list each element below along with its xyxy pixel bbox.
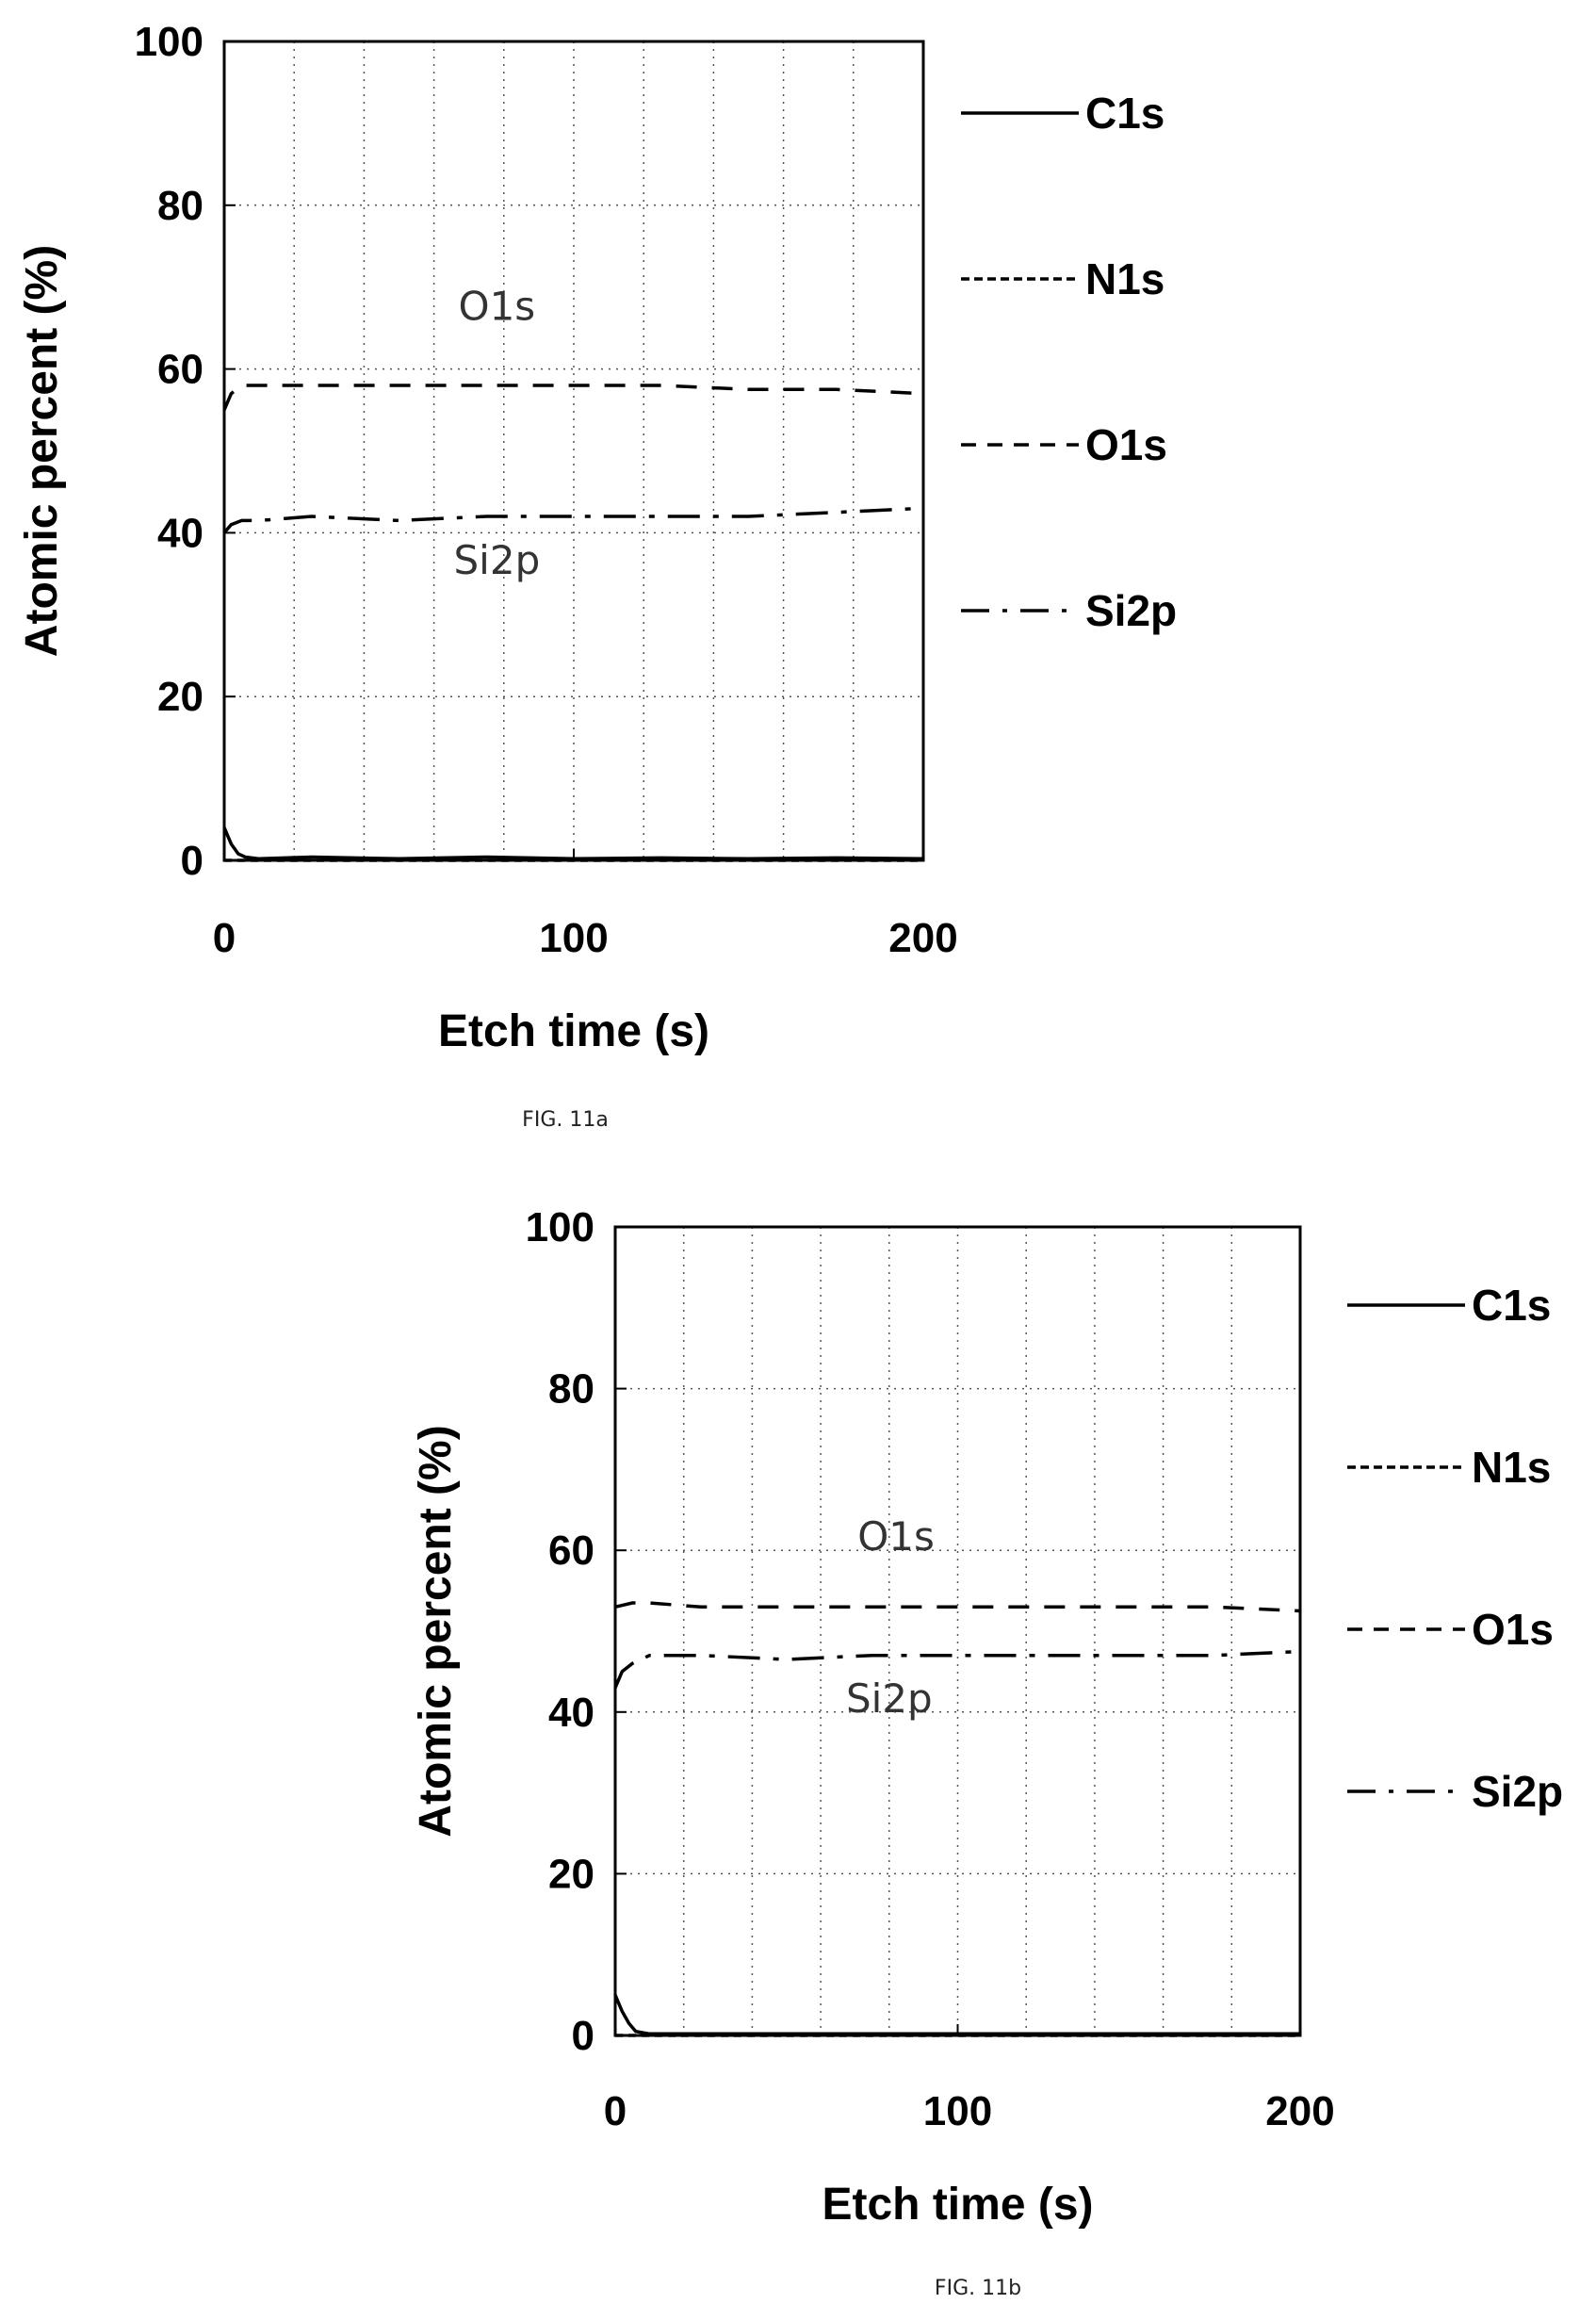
annotation-o1s: O1s <box>459 283 536 329</box>
legend-item-c1s: C1s <box>1347 1281 1551 1330</box>
legend-item-c1s: C1s <box>961 89 1164 138</box>
y-tick-label: 60 <box>157 347 204 393</box>
legend-label: Si2p <box>1085 586 1177 635</box>
series-line-c1s <box>222 826 924 861</box>
y-tick-label: 60 <box>548 1528 594 1574</box>
y-tick-label: 0 <box>181 838 204 884</box>
legend-label: N1s <box>1472 1443 1551 1492</box>
legend-label: Si2p <box>1472 1767 1563 1816</box>
x-tick-label: 200 <box>1265 2088 1334 2134</box>
y-tick-label: 100 <box>526 1204 594 1250</box>
legend-label: N1s <box>1085 254 1164 303</box>
y-tick-label: 80 <box>548 1366 594 1413</box>
y-tick-label: 100 <box>135 19 204 65</box>
y-tick-label: 20 <box>548 1851 594 1897</box>
y-tick-label: 20 <box>157 674 204 720</box>
y-tick-label: 40 <box>157 510 204 556</box>
legend-item-o1s: O1s <box>961 420 1167 469</box>
plot-frame <box>222 40 925 862</box>
legend: C1s N1s O1s Si2p <box>1347 1281 1563 1816</box>
x-tick-label: 200 <box>888 915 957 961</box>
figure-caption: FIG. 11b <box>935 2277 1021 2300</box>
y-axis-title: Atomic percent (%) <box>17 245 67 657</box>
x-axis-title: Etch time (s) <box>438 1006 709 1056</box>
legend-item-n1s: N1s <box>1347 1443 1551 1492</box>
x-axis-title: Etch time (s) <box>822 2180 1093 2230</box>
legend-label: C1s <box>1472 1281 1551 1330</box>
y-tick-label: 80 <box>157 183 204 229</box>
legend-item-si2p: Si2p <box>1347 1767 1563 1816</box>
y-axis-title: Atomic percent (%) <box>411 1425 461 1837</box>
x-tick-label: 100 <box>923 2088 992 2134</box>
chart-fig-11a: 0 20 40 60 80 100 0 100 200 Etch time (s) Atomic p… <box>17 19 1177 1132</box>
figure-caption: FIG. 11a <box>522 1108 609 1132</box>
legend-label: C1s <box>1085 89 1164 138</box>
legend-item-si2p: Si2p <box>961 586 1177 635</box>
legend: C1s N1s O1s Si2p <box>961 89 1177 635</box>
x-tick-label: 0 <box>604 2088 627 2134</box>
series-line-c1s <box>613 1994 1300 2036</box>
legend-item-n1s: N1s <box>961 254 1164 303</box>
annotation-si2p: Si2p <box>454 537 541 583</box>
annotation-si2p: Si2p <box>846 1675 933 1722</box>
annotation-o1s: O1s <box>857 1513 935 1560</box>
series-line-si2p <box>613 1649 1301 1689</box>
legend-item-o1s: O1s <box>1347 1605 1554 1654</box>
x-tick-label: 0 <box>213 915 236 961</box>
chart-fig-11b: 0 20 40 60 80 100 0 100 200 Etch time (s) Atomic p… <box>411 1204 1563 2300</box>
legend-label: O1s <box>1085 420 1167 469</box>
y-tick-label: 0 <box>572 2013 594 2059</box>
x-tick-label: 100 <box>539 915 608 961</box>
y-tick-label: 40 <box>548 1690 594 1736</box>
series-line-o1s <box>222 384 924 411</box>
series-line-si2p <box>222 506 924 534</box>
series-line-o1s <box>614 1601 1301 1613</box>
legend-label: O1s <box>1472 1605 1554 1654</box>
